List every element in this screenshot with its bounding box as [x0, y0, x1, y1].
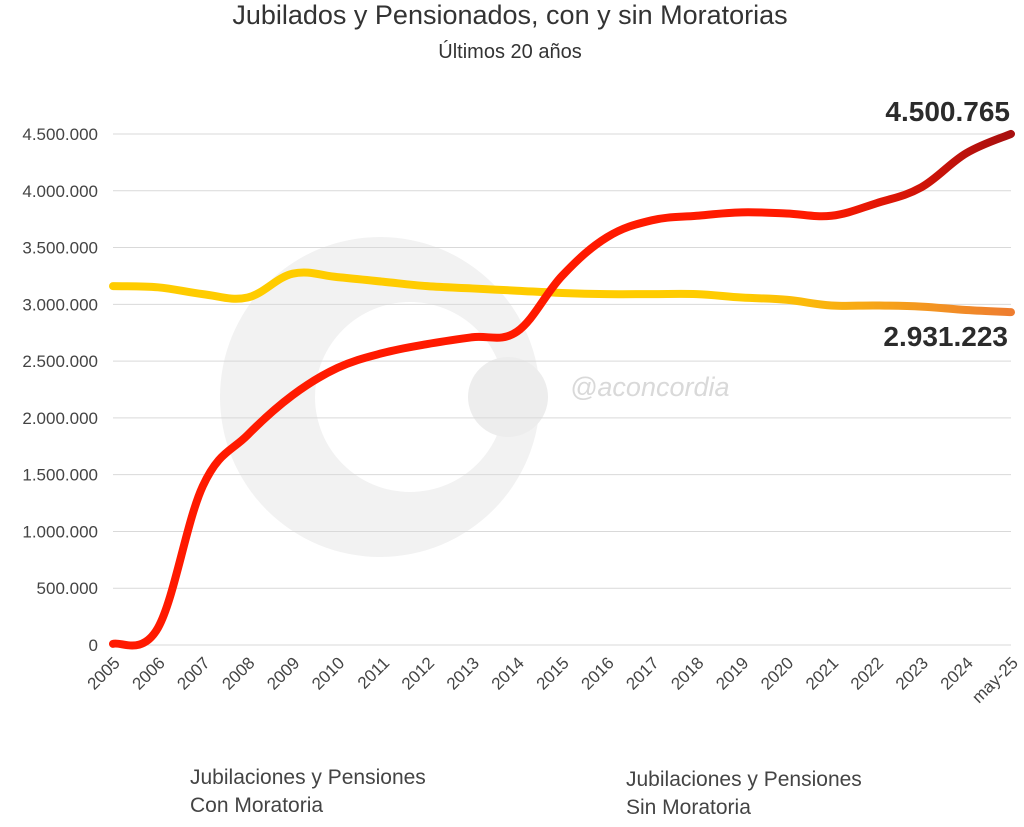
- y-tick-label: 1.500.000: [22, 466, 98, 485]
- x-tick-label: 2022: [847, 653, 887, 693]
- chart-title: Jubilados y Pensionados, con y sin Morat…: [232, 0, 787, 30]
- x-tick-label: 2007: [173, 653, 213, 693]
- y-tick-label: 2.500.000: [22, 352, 98, 371]
- x-tick-label: 2013: [443, 653, 483, 693]
- legend-label-con-moratoria-line2: Con Moratoria: [190, 794, 323, 817]
- watermark: @aconcordia: [220, 237, 730, 557]
- x-tick-label: 2020: [757, 653, 797, 693]
- legend-item-con-moratoria: Jubilaciones y Pensiones Con Moratoria: [112, 766, 426, 817]
- y-tick-label: 4.000.000: [22, 182, 98, 201]
- legend-label-sin-moratoria-line2: Sin Moratoria: [626, 796, 751, 819]
- x-tick-label: 2008: [218, 653, 258, 693]
- legend-item-sin-moratoria: Jubilaciones y Pensiones Sin Moratoria: [560, 768, 862, 819]
- series-lines: [109, 129, 1015, 650]
- y-tick-label: 3.000.000: [22, 295, 98, 314]
- x-tick-label: 2021: [802, 653, 842, 693]
- y-axis-ticks: 0 500.000 1.000.000 1.500.000 2.000.000 2.500…: [22, 125, 98, 655]
- x-tick-label: 2005: [84, 653, 124, 693]
- legend: Jubilaciones y Pensiones Con Moratoria J…: [112, 766, 862, 819]
- series-con-moratoria-end-label: 4.500.765: [885, 96, 1010, 127]
- y-tick-label: 500.000: [37, 579, 98, 598]
- x-tick-label: 2016: [578, 653, 618, 693]
- x-tick-label: 2010: [308, 653, 348, 693]
- x-tick-label: 2011: [354, 653, 393, 692]
- x-tick-label: 2009: [263, 653, 303, 693]
- y-tick-label: 4.500.000: [22, 125, 98, 144]
- legend-label-sin-moratoria-line1: Jubilaciones y Pensiones: [626, 768, 862, 791]
- watermark-text: @aconcordia: [570, 372, 730, 402]
- y-tick-label: 3.500.000: [22, 239, 98, 258]
- x-tick-label: 2024: [937, 653, 977, 693]
- x-tick-label: 2023: [892, 653, 932, 693]
- x-tick-label: 2012: [398, 653, 438, 693]
- series-sin-moratoria-line: [109, 268, 1015, 317]
- y-tick-label: 0: [89, 636, 98, 655]
- legend-label-con-moratoria-line1: Jubilaciones y Pensiones: [190, 766, 426, 789]
- y-tick-label: 1.000.000: [22, 522, 98, 541]
- x-tick-label: 2006: [129, 653, 169, 693]
- series-sin-moratoria-end-label: 2.931.223: [883, 321, 1008, 352]
- watermark-logo-inner: [315, 302, 505, 492]
- y-tick-label: 2.000.000: [22, 409, 98, 428]
- series-con-moratoria-line: [109, 129, 1015, 650]
- x-tick-label: 2018: [667, 653, 707, 693]
- x-tick-label: 2017: [622, 653, 662, 693]
- gridlines: [113, 133, 1011, 646]
- x-tick-label: 2015: [533, 653, 573, 693]
- x-tick-label: 2014: [488, 653, 528, 693]
- chart-subtitle: Últimos 20 años: [438, 40, 581, 63]
- watermark-logo-dot: [468, 357, 548, 437]
- x-axis-ticks: 2005 2006 2007 2008 2009 2010 2011 2012 2013 2014…: [84, 653, 1022, 707]
- x-tick-label: may-25: [968, 653, 1022, 707]
- x-tick-label: 2019: [712, 653, 752, 693]
